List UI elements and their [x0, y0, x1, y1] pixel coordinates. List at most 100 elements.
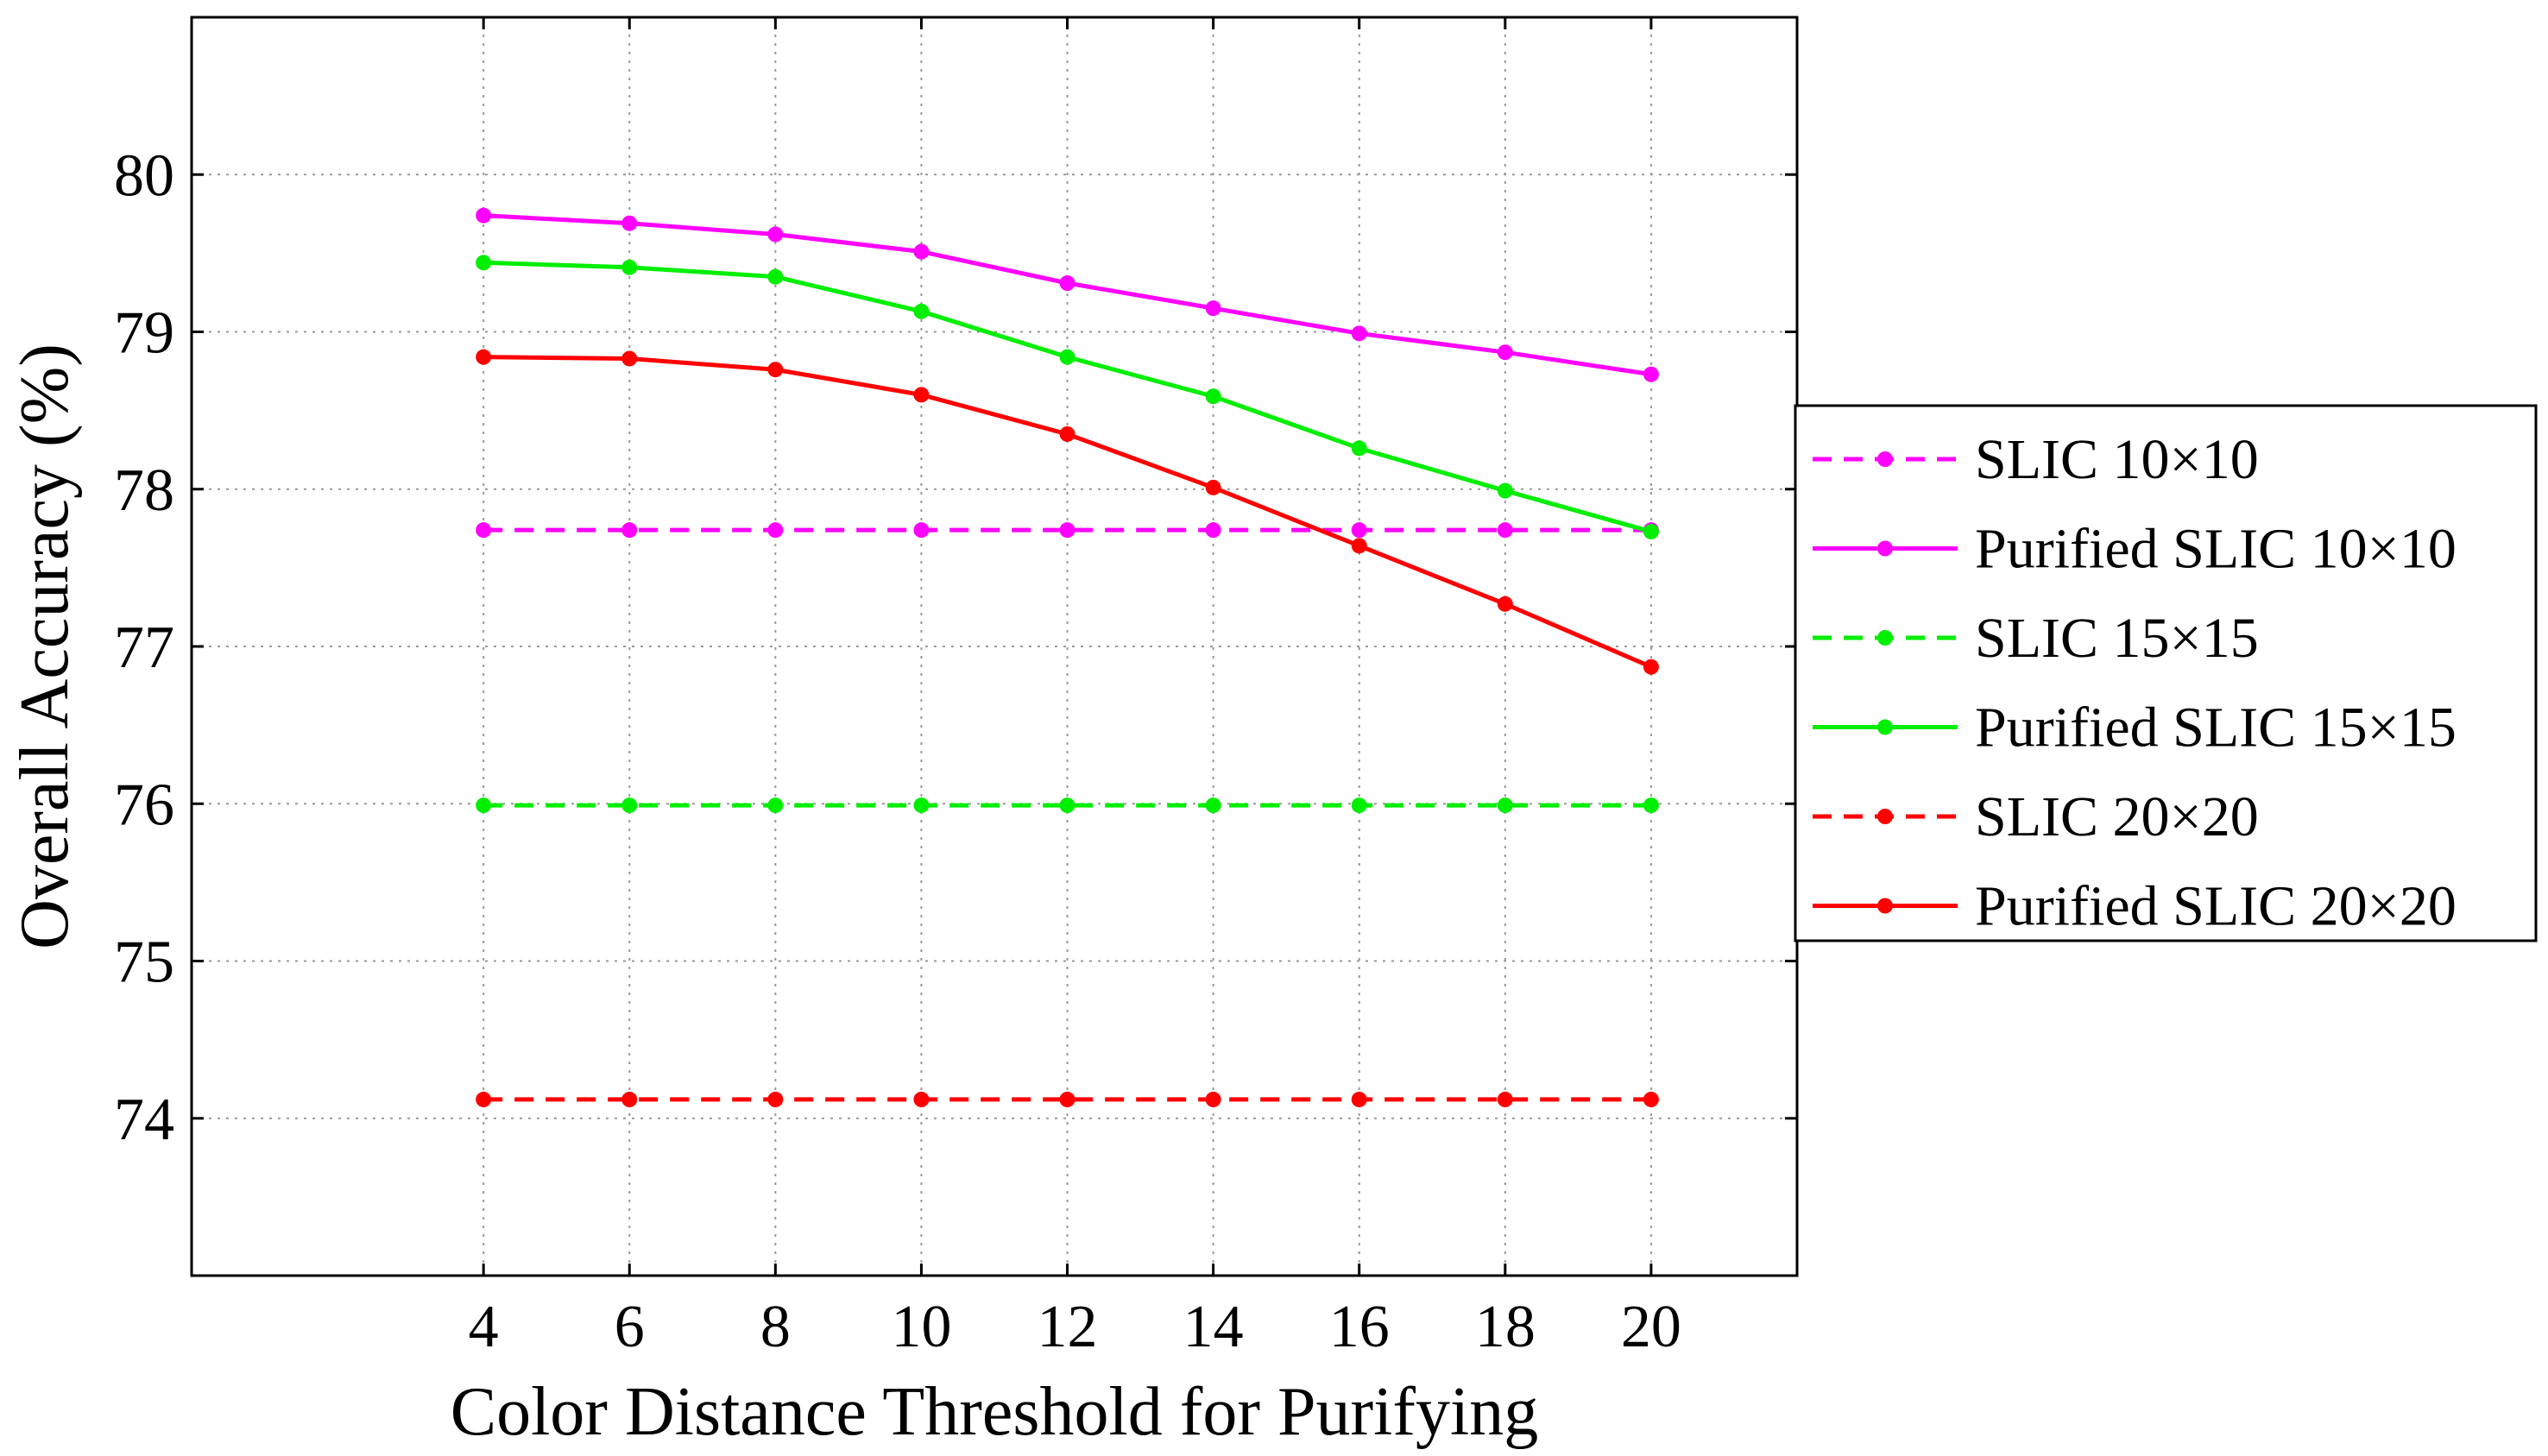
axis-ticks: 4 6 8 10 12 14 16 18 20 74 75 76 77 78 79 80	[114, 17, 1797, 1360]
data-point	[913, 797, 930, 814]
data-point	[1643, 797, 1659, 814]
legend-label: SLIC 10×10	[1975, 428, 2259, 491]
series-6	[476, 349, 1659, 675]
data-point	[767, 226, 784, 243]
data-point	[1351, 538, 1367, 554]
legend-label: Purified SLIC 10×10	[1975, 518, 2457, 581]
data-point	[1205, 522, 1221, 539]
y-tick-label: 76	[114, 772, 174, 838]
x-tick-label: 10	[891, 1294, 951, 1360]
data-point	[1059, 275, 1075, 292]
data-point	[476, 522, 492, 539]
data-point	[1059, 1091, 1075, 1107]
data-point	[621, 797, 638, 814]
data-point	[621, 215, 638, 231]
data-point	[1205, 388, 1221, 405]
grid	[192, 17, 1797, 1276]
data-point	[1351, 440, 1367, 457]
legend-label: Purified SLIC 20×20	[1975, 875, 2457, 938]
data-point	[767, 1091, 784, 1107]
data-point	[1643, 1091, 1659, 1107]
legend-marker	[1877, 630, 1893, 646]
y-tick-label: 77	[114, 615, 174, 681]
data-point	[1205, 1091, 1221, 1107]
data-point	[767, 522, 784, 539]
legend-item: SLIC 10×10	[1813, 428, 2259, 491]
data-point	[1059, 522, 1075, 539]
data-point	[476, 207, 492, 224]
data-point	[913, 387, 930, 403]
series-1	[476, 522, 1659, 539]
x-tick-label: 6	[615, 1294, 645, 1360]
data-point	[1643, 659, 1659, 675]
y-tick-label: 79	[114, 300, 174, 367]
data-point	[767, 362, 784, 378]
legend-marker	[1877, 719, 1893, 735]
y-tick-label: 80	[114, 142, 174, 209]
data-point	[476, 1091, 492, 1107]
x-tick-label: 20	[1621, 1294, 1681, 1360]
legend-box	[1794, 404, 2538, 942]
data-point	[767, 268, 784, 285]
legend-marker	[1877, 540, 1893, 557]
data-point	[913, 1091, 930, 1107]
legend-marker	[1877, 451, 1893, 467]
series-3	[476, 797, 1659, 814]
data-point	[1497, 1091, 1513, 1107]
x-tick-label: 14	[1183, 1294, 1244, 1360]
y-tick-label: 74	[114, 1087, 174, 1153]
x-axis-label: Color Distance Threshold for Purifying	[451, 1374, 1539, 1450]
data-point	[621, 522, 638, 539]
data-point	[1643, 523, 1659, 539]
data-point	[1497, 482, 1513, 499]
series-layer	[476, 207, 1659, 1107]
legend: SLIC 10×10 Purified SLIC 10×10 SLIC 15×15 P…	[1794, 404, 2538, 942]
data-point	[621, 1091, 638, 1107]
data-point	[1643, 366, 1659, 382]
legend-label: Purified SLIC 15×15	[1975, 696, 2457, 760]
x-tick-label: 8	[760, 1294, 791, 1360]
legend-item: SLIC 15×15	[1813, 607, 2259, 670]
data-point	[913, 303, 930, 319]
data-point	[767, 797, 784, 814]
legend-label: SLIC 15×15	[1975, 607, 2259, 670]
data-point	[913, 243, 930, 260]
legend-item: Purified SLIC 15×15	[1813, 696, 2457, 760]
y-tick-label: 75	[114, 930, 174, 996]
data-point	[1497, 344, 1513, 361]
data-point	[1351, 797, 1367, 814]
data-point	[476, 255, 492, 271]
data-point	[1059, 425, 1075, 442]
legend-item: SLIC 20×20	[1813, 785, 2259, 848]
y-axis-label: Overall Accuracy (%)	[7, 344, 83, 949]
x-tick-label: 4	[469, 1294, 499, 1360]
data-point	[1351, 522, 1367, 539]
data-point	[476, 349, 492, 365]
series-5	[476, 1091, 1659, 1107]
legend-marker	[1877, 809, 1893, 824]
data-point	[1205, 797, 1221, 814]
data-point	[1497, 522, 1513, 539]
x-tick-label: 12	[1037, 1294, 1098, 1360]
legend-item: Purified SLIC 20×20	[1813, 875, 2457, 938]
data-point	[913, 522, 930, 539]
legend-label: SLIC 20×20	[1975, 785, 2259, 848]
data-point	[1059, 797, 1075, 814]
x-tick-label: 18	[1475, 1294, 1536, 1360]
x-tick-label: 16	[1329, 1294, 1390, 1360]
legend-marker	[1877, 898, 1893, 914]
data-point	[1059, 349, 1075, 365]
data-point	[1205, 479, 1221, 495]
y-tick-label: 78	[114, 457, 174, 524]
data-point	[1205, 300, 1221, 317]
series-4	[476, 255, 1659, 539]
data-point	[621, 259, 638, 275]
legend-item: Purified SLIC 10×10	[1813, 518, 2457, 581]
data-point	[1497, 797, 1513, 814]
series-line	[483, 355, 1652, 669]
data-point	[621, 350, 638, 367]
data-point	[1351, 1091, 1367, 1107]
series-2	[476, 207, 1659, 382]
data-point	[1497, 596, 1513, 612]
